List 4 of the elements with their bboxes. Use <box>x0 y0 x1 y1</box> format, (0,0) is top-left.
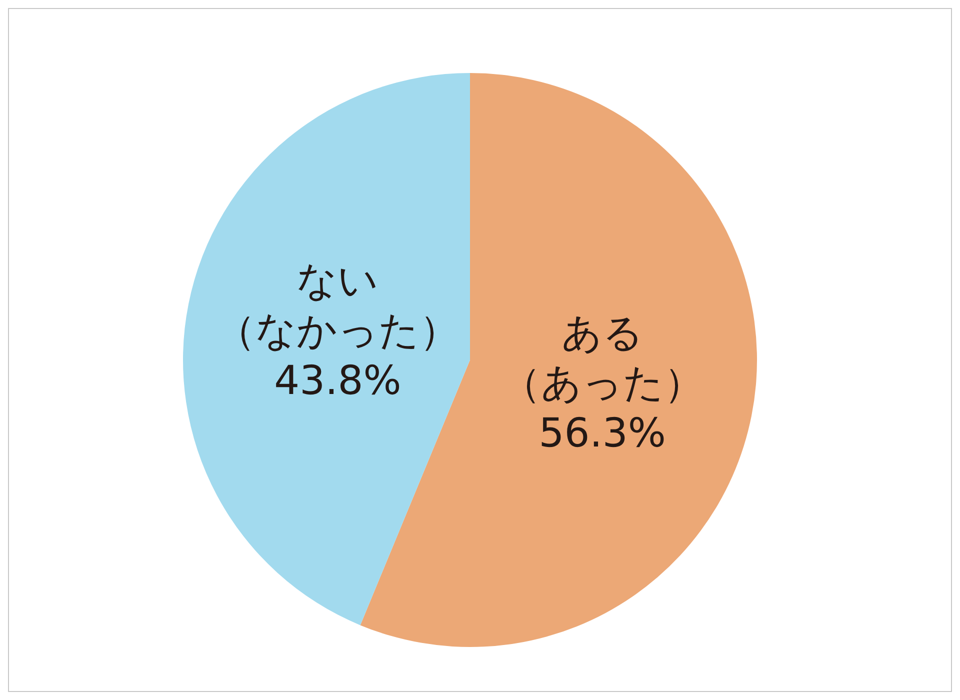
slice-label: ない（なかった） <box>216 258 460 354</box>
slice-label: ある（あった） <box>500 310 704 407</box>
data-label: 56.3% <box>538 410 666 457</box>
data-label: 43.8% <box>274 358 402 404</box>
